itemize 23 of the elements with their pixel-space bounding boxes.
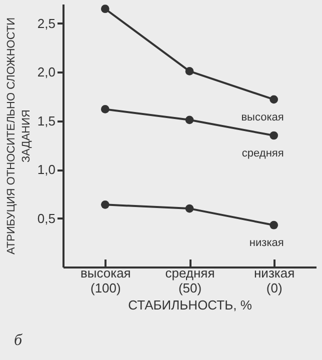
point xyxy=(270,95,278,104)
y-tick-label: 1,5 xyxy=(37,113,56,128)
x-tick-label: средняя (50) xyxy=(165,266,215,296)
point xyxy=(100,200,110,209)
x-axis-title: СТАБИЛЬНОСТЬ, % xyxy=(128,298,252,312)
x-tick-label: низкая (0) xyxy=(254,266,295,296)
point xyxy=(185,116,194,124)
y-tick-label: 0,5 xyxy=(37,210,56,226)
text: б xyxy=(14,332,22,350)
y-tick-label: 2,0 xyxy=(37,64,56,80)
point xyxy=(100,105,110,114)
point xyxy=(270,131,278,140)
point xyxy=(185,204,194,213)
y-tick-label: 1,0 xyxy=(37,162,56,178)
y-tick-label: 2,5 xyxy=(37,16,56,31)
series-label: низкая xyxy=(249,237,284,250)
x-tick-label: высокая (100) xyxy=(80,266,131,296)
y-axis-title: АТРИБУЦИЯ ОТНОСИТЕЛЬНО СЛОЖНОСТИ ЗАДАНИЯ xyxy=(5,17,32,255)
series-label: средняя xyxy=(242,148,284,160)
series-label: высокая xyxy=(241,111,284,124)
point xyxy=(100,4,110,14)
point xyxy=(185,67,194,76)
point xyxy=(270,220,278,230)
